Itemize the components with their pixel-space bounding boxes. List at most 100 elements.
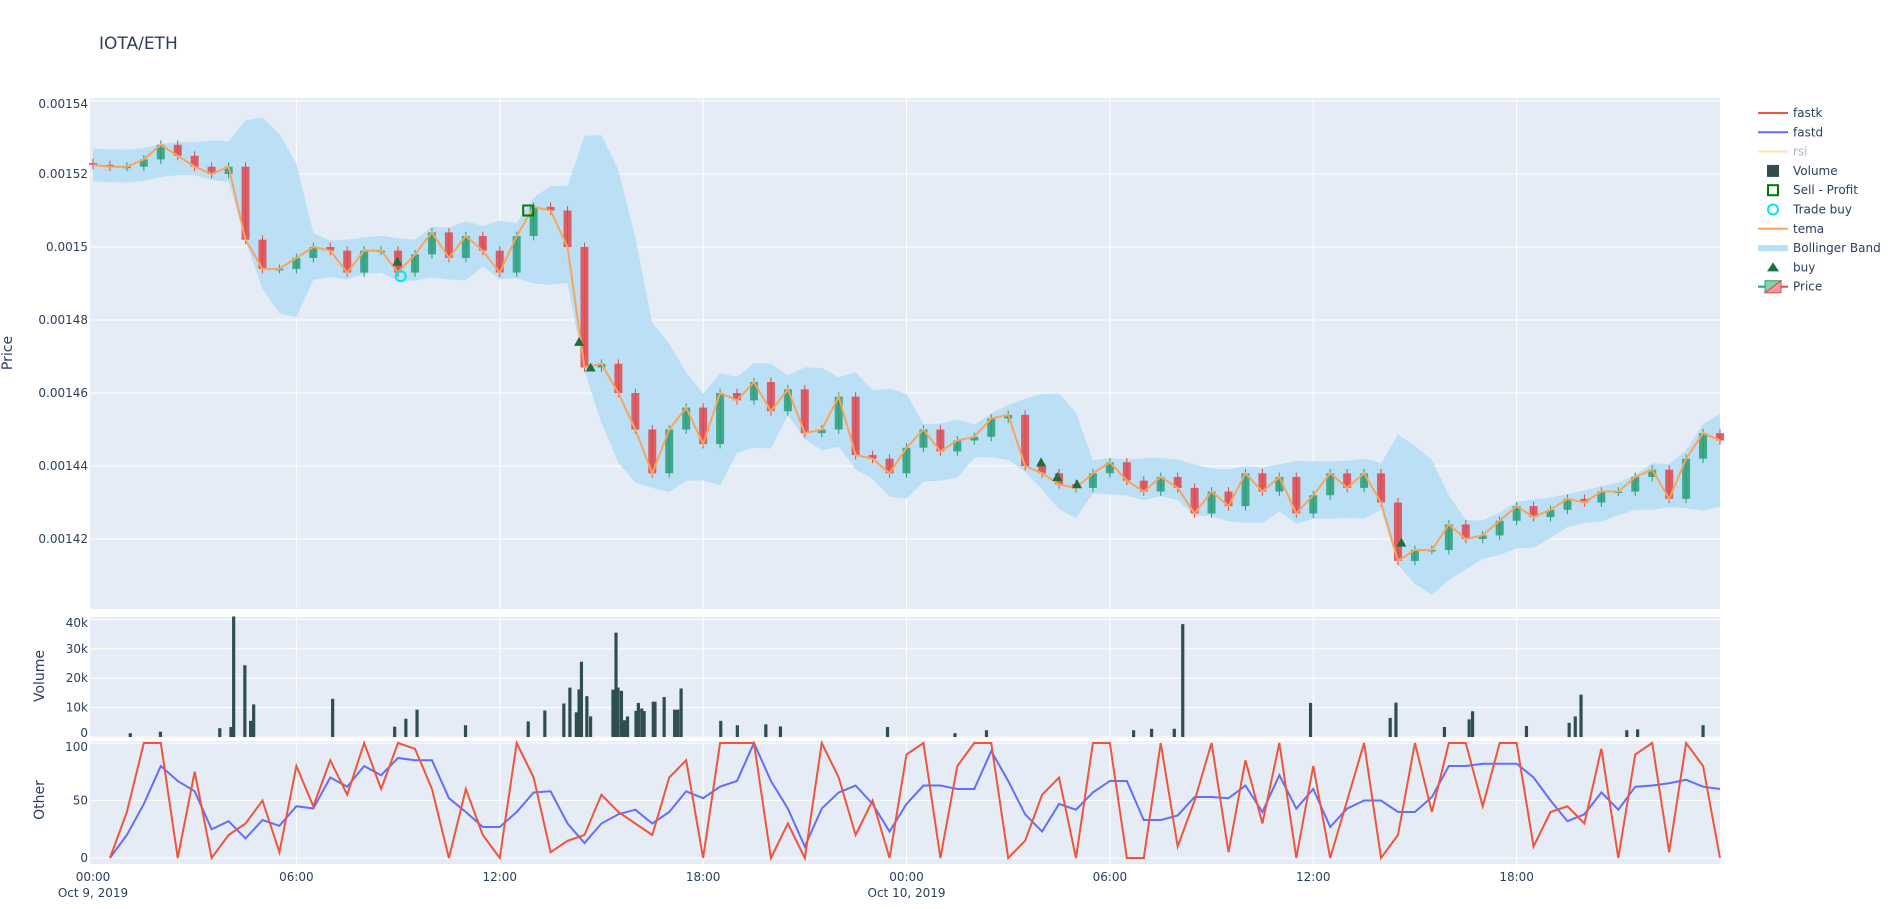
- candle-body: [1631, 476, 1640, 492]
- candle-body: [1580, 498, 1589, 503]
- legend-label: fastd: [1793, 125, 1823, 139]
- chart-title: IOTA/ETH: [99, 34, 178, 54]
- volume-bar: [953, 733, 957, 737]
- volume-bar: [636, 702, 640, 737]
- candle-body: [953, 440, 962, 452]
- x-tick-label: 18:00: [1499, 870, 1534, 884]
- volume-bar: [984, 730, 989, 737]
- tema-line: [92, 143, 1721, 563]
- legend-item-sell-profit[interactable]: Sell - Profit: [1767, 183, 1858, 197]
- volume-bar: [1625, 730, 1629, 737]
- sell-profit-marker: [522, 204, 535, 217]
- legend-item-rsi[interactable]: rsi: [1758, 145, 1808, 159]
- volume-bar: [463, 725, 468, 737]
- volume-bar: [579, 661, 584, 737]
- y-tick-label: 0: [80, 851, 88, 865]
- x-tick-label: 06:00: [279, 870, 314, 884]
- candle-body: [139, 159, 148, 167]
- legend-label: tema: [1793, 222, 1824, 236]
- candle-body: [1410, 549, 1419, 561]
- candle-body: [919, 429, 928, 448]
- candle-body: [1021, 414, 1030, 466]
- candle-body: [766, 382, 775, 412]
- legend-item-fastd[interactable]: fastd: [1758, 125, 1823, 139]
- volume-bar: [404, 718, 408, 737]
- candle-body: [1546, 509, 1555, 518]
- candle-body: [1309, 495, 1318, 514]
- volume-bar: [243, 665, 247, 737]
- volume-bar: [673, 709, 677, 737]
- candle-body: [631, 393, 640, 430]
- volume-bar: [640, 708, 644, 737]
- buy-marker: [585, 362, 596, 372]
- legend-item-buy[interactable]: buy: [1767, 260, 1815, 274]
- candle-body: [546, 206, 555, 211]
- legend[interactable]: fastk fastd rsi Volume Sell - Profit Trade bu…: [1758, 106, 1881, 294]
- volume-bar: [1524, 725, 1529, 737]
- legend-label: Price: [1793, 280, 1822, 294]
- buy-marker: [1071, 479, 1082, 489]
- volume-bar: [1470, 711, 1475, 737]
- candle-body: [343, 250, 352, 273]
- volume-bar: [1394, 702, 1398, 737]
- x-tick-label: 12:00: [482, 870, 517, 884]
- candle-body: [699, 407, 708, 445]
- volume-bar: [619, 690, 624, 737]
- x-axis: 00:00 Oct 9, 2019 06:00 12:00 18:00 00:00 Oct …: [58, 870, 1534, 900]
- buy-marker: [392, 256, 403, 266]
- candle-body: [749, 382, 758, 401]
- candle-body: [1088, 473, 1097, 488]
- volume-bar: [574, 712, 578, 737]
- volume-bar: [614, 632, 618, 737]
- volume-bar: [232, 616, 236, 737]
- x-tick-label: 06:00: [1093, 870, 1128, 884]
- candle-body: [1038, 466, 1047, 474]
- candle-body: [1512, 506, 1521, 521]
- legend-item-bollinger-band[interactable]: Bollinger Band: [1758, 241, 1881, 255]
- volume-bar: [634, 710, 638, 737]
- y-axis-title: Price: [0, 336, 16, 370]
- y-tick-label: 50: [73, 794, 88, 808]
- price-panel: 0.00142 0.00144 0.00146 0.00148 0.0015 0.0015…: [0, 97, 1724, 609]
- legend-square-icon: [1767, 164, 1779, 177]
- candle-body: [478, 236, 487, 251]
- legend-triangle-icon: [1767, 262, 1779, 272]
- volume-bar: [735, 725, 739, 737]
- fastk-line: [109, 739, 1721, 862]
- legend-candle-down-icon: [1763, 279, 1782, 294]
- candle-body: [817, 429, 826, 434]
- legend-open-square-icon: [1767, 184, 1779, 197]
- volume-bar: [1567, 722, 1571, 737]
- y-tick-label: 100: [65, 740, 88, 754]
- candle-body: [1377, 473, 1386, 503]
- x-tick-label: 12:00: [1296, 870, 1331, 884]
- candle-body: [495, 250, 504, 273]
- legend-item-tema[interactable]: tema: [1758, 222, 1824, 236]
- candle-body: [851, 396, 860, 456]
- volume-bar: [622, 720, 627, 737]
- buy-marker: [1396, 537, 1407, 547]
- candle-body: [89, 163, 97, 165]
- y-tick-label: 0: [80, 726, 88, 740]
- legend-item-volume[interactable]: Volume: [1767, 164, 1838, 178]
- volume-bar: [653, 701, 657, 737]
- y-tick-label: 0.00152: [38, 167, 88, 181]
- volume-bar: [588, 716, 593, 737]
- candle-body: [241, 166, 250, 240]
- legend-item-fastk[interactable]: fastk: [1758, 106, 1823, 120]
- candle-body: [258, 239, 267, 269]
- candle-body: [1716, 433, 1724, 441]
- y-tick-label: 0.00146: [38, 386, 88, 400]
- legend-item-trade-buy[interactable]: Trade buy: [1767, 203, 1852, 217]
- candle-body: [665, 429, 674, 474]
- candle-body: [1224, 491, 1233, 507]
- candle-body: [783, 389, 792, 412]
- volume-bar: [885, 727, 890, 737]
- candle-body: [580, 247, 589, 368]
- legend-label: Sell - Profit: [1793, 183, 1858, 197]
- y-tick-label: 40k: [66, 616, 88, 630]
- candle-body: [936, 429, 945, 452]
- volume-bar: [415, 709, 419, 737]
- volume-bar: [625, 716, 630, 737]
- legend-item-price[interactable]: Price: [1758, 279, 1822, 294]
